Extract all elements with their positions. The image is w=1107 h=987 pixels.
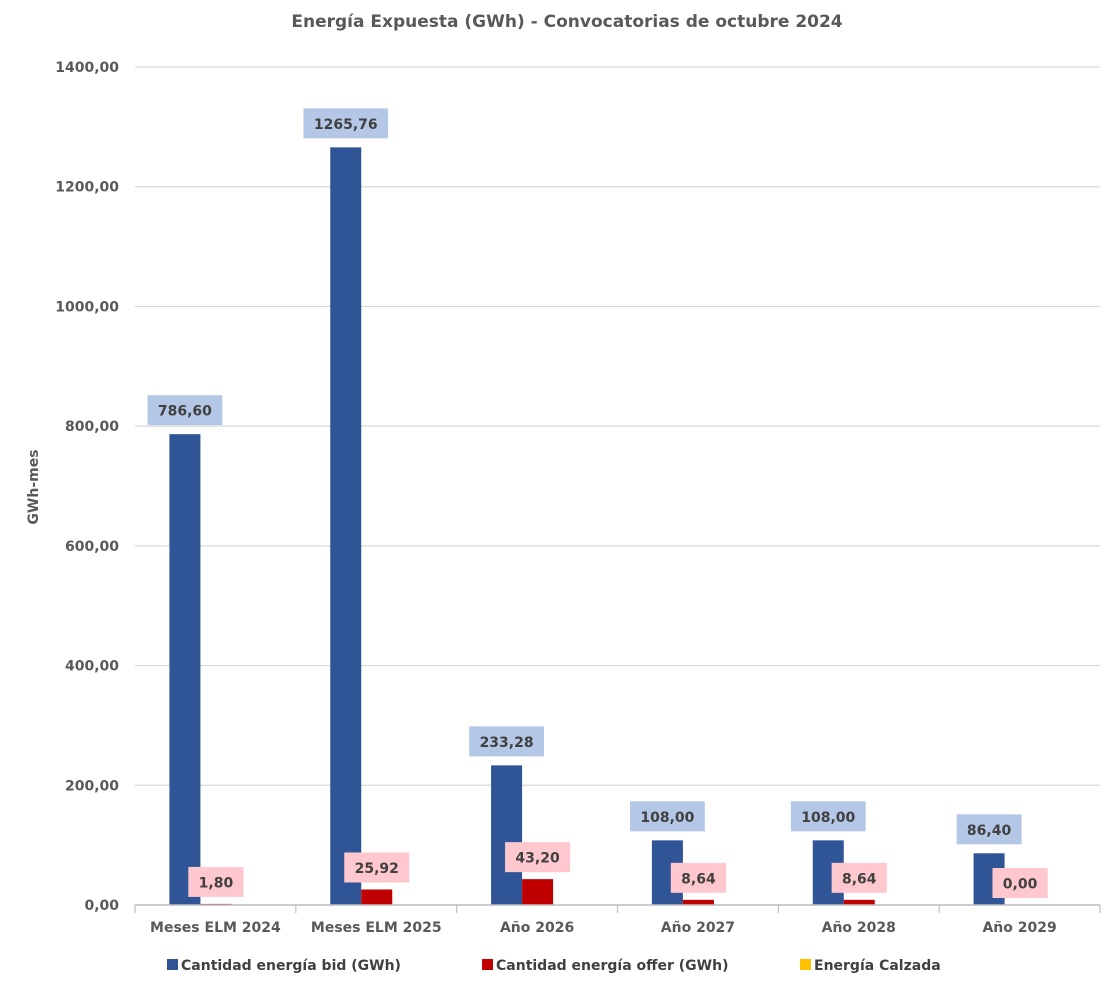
bar [491,765,523,905]
bar [522,879,554,905]
y-axis-label: GWh-mes [26,449,42,524]
data-label-text: 108,00 [640,810,694,826]
data-label-background [831,862,887,893]
data-label-background [344,852,410,883]
data-label: 86,40 [956,814,1022,845]
data-label: 233,28 [469,726,544,757]
legend-label: Cantidad energía offer (GWh) [496,958,728,974]
legend-swatch [800,959,811,970]
legend-item: Cantidad energía offer (GWh) [482,958,728,974]
data-labels: 786,60 1265,76 233,28 108,00 108,00 86,40 1,80… [147,108,1048,898]
y-tick-label: 0,00 [84,898,119,914]
x-tick-label: Meses ELM 2025 [311,920,442,936]
data-label-background [147,395,223,426]
x-tick-label: Meses ELM 2024 [150,920,281,936]
x-tick-label: Año 2029 [982,920,1056,936]
data-label: 108,00 [790,801,866,832]
data-label: 108,00 [630,801,705,832]
data-label-background [630,801,705,832]
y-tick-label: 600,00 [65,539,119,555]
data-label: 8,64 [670,862,727,893]
bar [682,899,714,905]
data-label: 1,80 [188,866,244,897]
legend-label: Cantidad energía bid (GWh) [181,958,401,974]
data-label: 8,64 [831,862,887,893]
data-label-text: 1,80 [199,875,234,891]
x-tick-label: Año 2026 [500,920,574,936]
x-axis: Meses ELM 2024 Meses ELM 2025 Año 2026 Año … [134,904,1101,936]
data-label-background [992,868,1048,898]
bar [330,147,362,905]
legend-label: Energía Calzada [814,958,941,974]
x-tick-label: Año 2027 [661,920,735,936]
legend-swatch [482,959,493,970]
x-tick-label: Año 2028 [822,920,896,936]
y-tick-label: 400,00 [65,659,119,675]
data-label-background [469,726,544,757]
data-label-text: 108,00 [801,810,855,826]
data-label: 43,20 [505,842,571,873]
chart-title: Energía Expuesta (GWh) - Convocatorias d… [291,12,842,32]
data-label-background [956,814,1022,845]
data-label-text: 25,92 [355,861,399,877]
bar [361,889,393,905]
gridlines: 0,00 200,00 400,00 600,00 800,00 1000,00 1200,… [55,60,1100,914]
data-label: 1265,76 [303,108,389,139]
data-label-text: 86,40 [967,823,1012,839]
data-label-background [188,866,244,897]
y-tick-label: 800,00 [65,419,119,435]
data-label-text: 8,64 [681,871,716,887]
data-label-text: 0,00 [1003,877,1038,893]
data-label-background [505,842,571,873]
bars [169,147,1005,905]
data-label-text: 43,20 [515,851,560,867]
y-tick-label: 1200,00 [55,180,119,196]
legend: Cantidad energía bid (GWh) Cantidad energ… [167,958,941,974]
y-tick-label: 200,00 [65,778,119,794]
data-label: 786,60 [147,395,223,426]
data-label-background [303,108,389,139]
data-label: 0,00 [992,868,1048,898]
data-label: 25,92 [344,852,410,883]
y-tick-label: 1000,00 [55,299,119,315]
data-label-background [670,862,727,893]
bar [843,899,875,905]
data-label-background [790,801,866,832]
legend-item: Energía Calzada [800,958,941,974]
y-tick-label: 1400,00 [55,60,119,76]
legend-swatch [167,959,178,970]
data-label-text: 786,60 [158,404,212,420]
legend-item: Cantidad energía bid (GWh) [167,958,401,974]
data-label-text: 233,28 [480,735,534,751]
bar [169,434,201,905]
data-label-text: 8,64 [842,871,877,887]
data-label-text: 1265,76 [314,117,378,133]
